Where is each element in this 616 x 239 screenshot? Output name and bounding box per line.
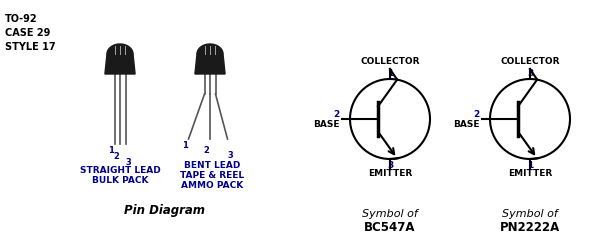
Text: 3: 3	[227, 151, 233, 160]
Text: BENT LEAD: BENT LEAD	[184, 161, 240, 170]
Polygon shape	[197, 44, 223, 54]
Text: 2: 2	[334, 109, 340, 119]
Text: BASE: BASE	[453, 120, 480, 129]
Text: BC547A: BC547A	[364, 221, 416, 234]
Text: COLLECTOR: COLLECTOR	[360, 57, 419, 66]
Text: 2: 2	[203, 146, 209, 155]
Text: 3: 3	[527, 69, 533, 78]
Text: Pin Diagram: Pin Diagram	[124, 204, 206, 217]
Text: 1: 1	[182, 141, 187, 150]
Polygon shape	[195, 54, 225, 74]
Polygon shape	[105, 54, 135, 74]
Text: STRAIGHT LEAD: STRAIGHT LEAD	[79, 166, 160, 175]
Text: 3: 3	[126, 158, 131, 167]
Text: COLLECTOR: COLLECTOR	[500, 57, 560, 66]
Text: EMITTER: EMITTER	[508, 169, 552, 178]
Text: 1: 1	[387, 69, 393, 78]
Text: 3: 3	[387, 161, 393, 170]
Text: 2: 2	[474, 109, 480, 119]
Text: CASE 29: CASE 29	[5, 28, 51, 38]
Text: TO-92: TO-92	[5, 14, 38, 24]
Text: 1: 1	[527, 161, 533, 170]
Text: 1: 1	[108, 146, 113, 155]
Text: Symbol of: Symbol of	[362, 209, 418, 219]
Polygon shape	[107, 44, 133, 54]
Text: STYLE 17: STYLE 17	[5, 42, 55, 52]
Text: EMITTER: EMITTER	[368, 169, 412, 178]
Text: BASE: BASE	[314, 120, 340, 129]
Text: TAPE & REEL: TAPE & REEL	[180, 171, 244, 180]
Text: Symbol of: Symbol of	[502, 209, 558, 219]
Text: BULK PACK: BULK PACK	[92, 176, 148, 185]
Text: PN2222A: PN2222A	[500, 221, 560, 234]
Text: AMMO PACK: AMMO PACK	[181, 181, 243, 190]
Text: 2: 2	[113, 152, 119, 161]
